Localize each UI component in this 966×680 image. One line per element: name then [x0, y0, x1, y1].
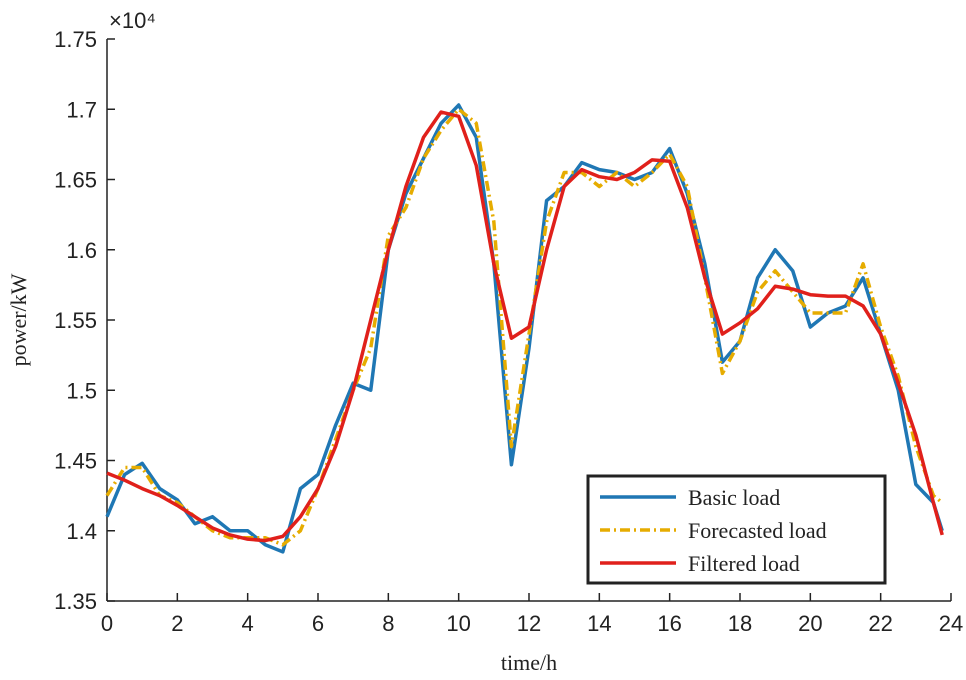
y-tick-label: 1.75	[54, 27, 97, 52]
x-tick-label: 8	[382, 611, 394, 636]
series-line	[105, 103, 944, 554]
x-tick-label: 16	[657, 611, 681, 636]
x-tick-label: 14	[587, 611, 611, 636]
x-tick-label: 2	[171, 611, 183, 636]
legend-box	[586, 474, 887, 585]
x-tick-label: 0	[101, 611, 113, 636]
y-tick-label: 1.45	[54, 449, 97, 474]
x-tick-label: 20	[798, 611, 822, 636]
x-tick-label: 22	[868, 611, 892, 636]
y-tick-label: 1.65	[54, 168, 97, 193]
x-axis-label: time/h	[501, 650, 557, 675]
y-tick-label: 1.6	[66, 238, 97, 263]
x-tick-label: 12	[517, 611, 541, 636]
x-tick-label: 18	[728, 611, 752, 636]
y-multiplier: ×10⁴	[109, 8, 156, 33]
y-tick-label: 1.5	[66, 378, 97, 403]
legend-label: Forecasted load	[688, 518, 827, 543]
x-tick-label: 24	[939, 611, 963, 636]
y-axis-label: power/kW	[6, 273, 31, 366]
x-tick-label: 4	[242, 611, 254, 636]
legend-label: Basic load	[688, 485, 780, 510]
series-line	[106, 110, 944, 543]
y-tick-label: 1.4	[66, 519, 97, 544]
y-tick-label: 1.55	[54, 308, 97, 333]
y-tick-label: 1.7	[66, 97, 97, 122]
legend-label: Filtered load	[688, 551, 800, 576]
y-tick-label: 1.35	[54, 589, 97, 614]
x-tick-label: 6	[312, 611, 324, 636]
x-tick-label: 10	[446, 611, 470, 636]
